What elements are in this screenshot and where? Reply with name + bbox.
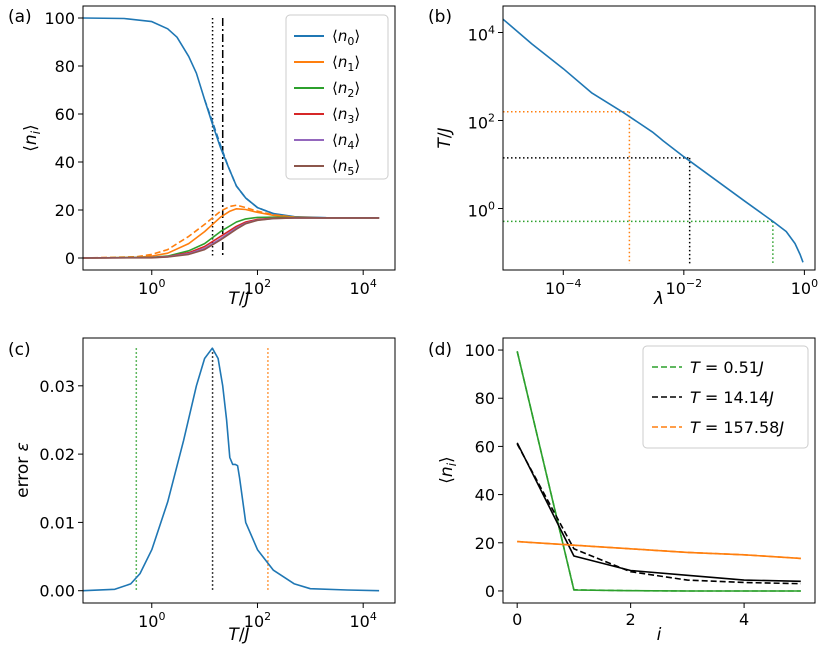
legend-label-2: T = 157.58J (690, 418, 784, 437)
legend-box (285, 14, 389, 180)
x-axis-label: T/J (228, 289, 249, 309)
y-axis-label: ⟨ni⟩ (21, 124, 43, 151)
legend-box (642, 345, 809, 449)
xtick-label-2: 104 (349, 277, 376, 298)
series-line-1 (203, 99, 274, 215)
axes-frame-b (502, 5, 816, 271)
ytick-label-0: 0 (485, 582, 495, 601)
axes-frame-a (82, 5, 396, 271)
ytick-label-5: 100 (464, 341, 495, 360)
panel-a-label: (a) (8, 7, 32, 27)
series-line-5 (517, 540, 801, 560)
panel-d-label: (d) (428, 340, 452, 360)
y-axis-label: T/J (435, 127, 455, 148)
ytick-label-1: 20 (475, 534, 495, 553)
panel-c: 0.00 0.01 0.02 0.03 100 102 104 T/J error ε (13, 337, 396, 645)
panel-c-label: (c) (8, 340, 31, 360)
legend-label-0: ⟨n0⟩ (332, 27, 360, 48)
panel-a: 0 20 40 60 80 100 100 102 104 T/J ⟨ni⟩ ⟨n0⟩ ⟨n1⟩ ⟨n2⟩… (21, 5, 396, 309)
ytick-label-0: 0 (65, 249, 75, 268)
series-line-3 (82, 204, 295, 259)
ytick-label-1: 20 (55, 201, 75, 220)
ytick-label-2: 104 (468, 23, 495, 44)
series-line-0 (82, 347, 380, 592)
ytick-label-0: 100 (468, 199, 495, 220)
ytick-label-5: 100 (44, 9, 75, 28)
axes-frame-d (502, 337, 816, 604)
xtick-label-1: 2 (626, 610, 636, 629)
xtick-label-1: 102 (244, 277, 271, 298)
ytick-label-1: 102 (468, 111, 495, 132)
ytick-label-3: 0.03 (39, 377, 75, 396)
legend-label-5: ⟨n5⟩ (332, 157, 360, 178)
series-line-6 (82, 217, 380, 259)
y-axis-label: error ε (13, 442, 33, 498)
xtick-label-1: 102 (244, 610, 271, 631)
legend: ⟨n0⟩ ⟨n1⟩ ⟨n2⟩ ⟨n3⟩ ⟨n4⟩ ⟨n5⟩ (285, 14, 389, 180)
series-line-2 (516, 442, 801, 583)
x-axis-label: i (657, 625, 662, 645)
axes-frame-c (82, 337, 396, 604)
ytick-label-0: 0.00 (39, 582, 75, 601)
ytick-label-1: 0.01 (39, 513, 75, 532)
panel-b: 100 102 104 10−4 10−2 100 λ T/J (435, 5, 818, 309)
legend-label-1: T = 14.14J (690, 388, 774, 407)
series-line-3 (516, 443, 801, 585)
xtick-label-0: 10−4 (545, 277, 582, 298)
xtick-label-0: 0 (512, 610, 522, 629)
legend-label-4: ⟨n4⟩ (332, 131, 360, 152)
xtick-label-2: 100 (791, 277, 818, 298)
ytick-label-3: 60 (475, 437, 495, 456)
ytick-label-4: 80 (475, 389, 495, 408)
legend-label-0: T = 0.51J (690, 358, 764, 377)
ytick-label-3: 60 (55, 105, 75, 124)
series-line-4 (517, 540, 801, 560)
xtick-label-1: 10−2 (666, 277, 703, 298)
series-line-4 (82, 216, 380, 259)
legend: T = 0.51J T = 14.14J T = 157.58J (642, 345, 809, 449)
series-line-1 (516, 351, 801, 592)
x-axis-label: T/J (228, 625, 249, 645)
series-line-7 (82, 217, 380, 259)
ytick-label-2: 40 (55, 153, 75, 172)
x-axis-label: λ (653, 289, 664, 309)
series-line-0 (502, 18, 804, 263)
panel-b-label: (b) (428, 7, 452, 27)
legend-label-1: ⟨n1⟩ (332, 53, 360, 74)
xtick-label-2: 4 (739, 610, 749, 629)
legend-label-3: ⟨n3⟩ (332, 105, 360, 126)
xtick-label-2: 104 (349, 610, 376, 631)
xtick-label-0: 100 (138, 610, 165, 631)
ytick-label-2: 40 (475, 486, 495, 505)
xtick-label-0: 100 (138, 277, 165, 298)
ytick-label-4: 80 (55, 57, 75, 76)
y-axis-label: ⟨ni⟩ (437, 456, 459, 483)
legend-label-2: ⟨n2⟩ (332, 79, 360, 100)
series-line-5 (82, 217, 380, 259)
ytick-label-2: 0.02 (39, 445, 75, 464)
